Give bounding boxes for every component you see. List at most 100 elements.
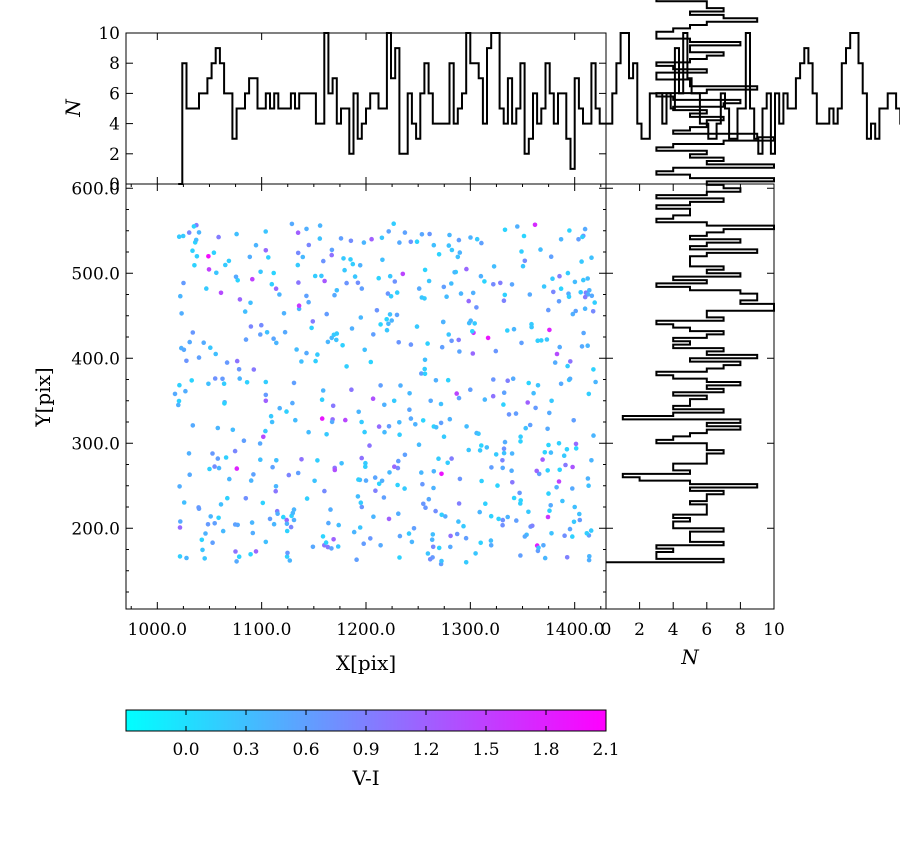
star-point: [212, 464, 217, 469]
star-point: [449, 456, 454, 461]
histogram-y-xlabel: N: [680, 645, 700, 669]
star-point: [263, 539, 269, 545]
star-point: [181, 280, 186, 286]
star-point: [454, 531, 460, 537]
star-point: [190, 330, 196, 335]
star-point: [199, 537, 205, 543]
star-point: [281, 514, 286, 520]
star-point: [388, 294, 394, 299]
star-point: [212, 521, 217, 526]
star-point: [587, 288, 592, 293]
star-point: [582, 294, 588, 300]
star-point: [258, 269, 263, 275]
star-point: [549, 531, 554, 536]
star-point: [573, 446, 579, 451]
star-point: [448, 544, 453, 550]
star-point: [208, 345, 213, 351]
star-point: [529, 324, 534, 330]
star-point: [306, 242, 312, 248]
star-point: [263, 392, 269, 398]
star-point: [234, 559, 239, 564]
star-point: [201, 340, 206, 346]
star-point: [204, 286, 209, 291]
star-point: [234, 466, 240, 471]
scatter-xlabel: X[pix]: [336, 651, 396, 675]
star-point: [587, 554, 592, 559]
star-point: [578, 290, 583, 295]
star-point: [534, 468, 539, 474]
star-point: [582, 226, 588, 232]
star-point: [495, 483, 500, 488]
star-point: [422, 366, 428, 372]
star-point: [518, 434, 523, 440]
star-point: [539, 338, 544, 343]
star-point: [224, 360, 230, 365]
scatter-x-ticks: 1000.0 1100.0 1200.0 1300.0 1400.0: [128, 184, 604, 640]
star-point: [328, 507, 333, 512]
star-point: [439, 471, 444, 477]
star-point: [258, 457, 263, 463]
star-point: [284, 528, 290, 534]
star-point: [391, 221, 397, 226]
star-point: [586, 483, 591, 489]
star-point: [181, 347, 187, 353]
star-point: [206, 381, 211, 387]
star-point: [572, 504, 577, 510]
star-point: [336, 522, 342, 528]
histogram-y-frame: [605, 183, 775, 610]
star-point: [179, 311, 184, 316]
star-point: [213, 351, 218, 357]
star-point: [525, 400, 530, 405]
star-point: [570, 486, 575, 491]
star-point: [408, 342, 414, 347]
star-point: [546, 442, 551, 448]
star-point: [274, 340, 279, 346]
star-point: [535, 383, 541, 388]
star-point: [407, 407, 412, 413]
star-point: [491, 264, 497, 269]
star-point: [236, 367, 242, 372]
star-point: [341, 256, 346, 261]
star-point: [329, 419, 335, 425]
star-point: [275, 511, 280, 516]
star-point: [483, 501, 488, 507]
star-point: [356, 477, 361, 482]
star-point: [203, 531, 208, 536]
star-point: [538, 247, 543, 252]
star-point: [312, 478, 317, 484]
star-point: [551, 289, 556, 295]
star-point: [287, 558, 293, 563]
histogram-y-x-tick-label: 4: [668, 620, 679, 640]
star-point: [542, 450, 548, 455]
star-point: [370, 396, 376, 402]
star-point: [335, 544, 341, 549]
star-point: [400, 271, 406, 277]
star-point: [479, 478, 484, 484]
star-point: [409, 539, 415, 545]
star-point: [573, 308, 578, 314]
star-point: [473, 551, 478, 556]
star-point: [374, 308, 380, 313]
star-point: [215, 425, 221, 431]
star-point: [396, 458, 401, 464]
histogram-y-step: [606, 0, 775, 564]
star-point: [505, 514, 511, 520]
star-point: [447, 232, 452, 238]
star-point: [488, 513, 494, 519]
star-point: [379, 235, 385, 241]
star-point: [455, 254, 461, 260]
star-point: [478, 540, 484, 546]
star-point: [519, 249, 524, 254]
star-point: [421, 501, 426, 507]
star-point: [349, 387, 354, 393]
star-point: [324, 432, 329, 437]
star-point: [558, 286, 564, 292]
star-point: [416, 442, 422, 448]
star-point: [259, 322, 264, 328]
star-point: [342, 267, 347, 273]
star-point: [447, 416, 453, 422]
star-point: [545, 514, 551, 520]
star-point: [526, 380, 531, 386]
star-point: [456, 395, 462, 401]
